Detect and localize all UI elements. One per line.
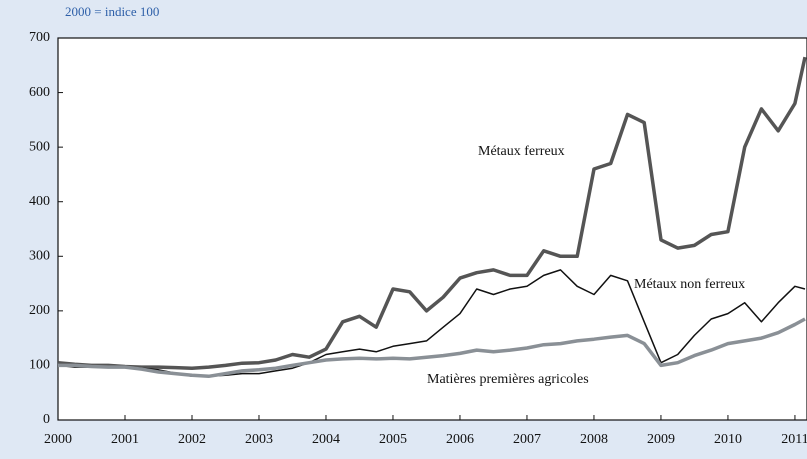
series-label: Matières premières agricoles [427, 372, 589, 387]
y-tick-label: 700 [29, 30, 50, 45]
x-tick-label: 2006 [446, 432, 474, 447]
y-tick-label: 500 [29, 139, 50, 154]
series-line [57, 56, 807, 370]
x-tick-label: 2003 [245, 432, 273, 447]
y-tick-label: 200 [29, 303, 50, 318]
chart-subtitle: 2000 = indice 100 [65, 4, 159, 19]
series-line [58, 317, 806, 379]
y-tick-label: 600 [29, 85, 50, 100]
series-label: Métaux ferreux [478, 144, 565, 159]
plot-area [57, 37, 807, 421]
y-tick-label: 400 [29, 194, 50, 209]
x-tick-label: 2009 [647, 432, 675, 447]
x-tick-label: 2008 [580, 432, 608, 447]
x-tick-label: 2011 [781, 432, 807, 447]
x-tick-label: 2002 [178, 432, 206, 447]
y-tick-label: 0 [43, 412, 50, 427]
series-label: Métaux non ferreux [634, 277, 745, 292]
x-tick-label: 2010 [714, 432, 742, 447]
x-tick-label: 2005 [379, 432, 407, 447]
x-tick-label: 2000 [44, 432, 72, 447]
x-tick-label: 2007 [513, 432, 541, 447]
y-tick-label: 100 [29, 358, 50, 373]
x-tick-label: 2004 [312, 432, 340, 447]
y-tick-label: 300 [29, 249, 50, 264]
x-tick-label: 2001 [111, 432, 139, 447]
